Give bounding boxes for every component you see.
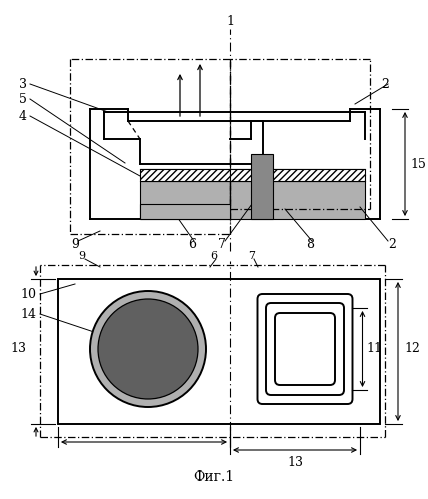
Text: 6: 6 xyxy=(188,238,196,250)
Bar xyxy=(230,181,365,219)
Text: 3: 3 xyxy=(19,77,27,90)
Text: 9: 9 xyxy=(71,238,79,250)
FancyBboxPatch shape xyxy=(266,303,344,395)
Bar xyxy=(140,169,230,181)
Text: 2: 2 xyxy=(381,77,389,90)
Bar xyxy=(251,154,273,219)
Text: 7: 7 xyxy=(249,251,256,261)
Text: 13: 13 xyxy=(10,342,26,355)
Text: 4: 4 xyxy=(19,109,27,122)
Text: 15: 15 xyxy=(410,158,426,171)
Text: 11: 11 xyxy=(366,342,383,355)
Text: 12: 12 xyxy=(404,342,420,355)
Bar xyxy=(140,181,230,219)
Text: 10: 10 xyxy=(20,287,36,300)
Text: 9: 9 xyxy=(78,251,86,261)
Circle shape xyxy=(90,291,206,407)
Text: 5: 5 xyxy=(19,92,27,105)
Text: Фиг.1: Фиг.1 xyxy=(193,470,235,484)
Circle shape xyxy=(98,299,198,399)
Text: 7: 7 xyxy=(218,238,226,250)
Text: 1: 1 xyxy=(226,14,234,27)
Text: 6: 6 xyxy=(211,251,217,261)
Bar xyxy=(140,204,230,219)
Text: 8: 8 xyxy=(306,238,314,250)
Text: 2: 2 xyxy=(388,238,396,250)
Bar xyxy=(58,279,380,424)
Bar xyxy=(230,169,365,181)
FancyBboxPatch shape xyxy=(258,294,353,404)
FancyBboxPatch shape xyxy=(275,313,335,385)
Text: 13: 13 xyxy=(287,456,303,469)
Text: 14: 14 xyxy=(20,307,36,320)
